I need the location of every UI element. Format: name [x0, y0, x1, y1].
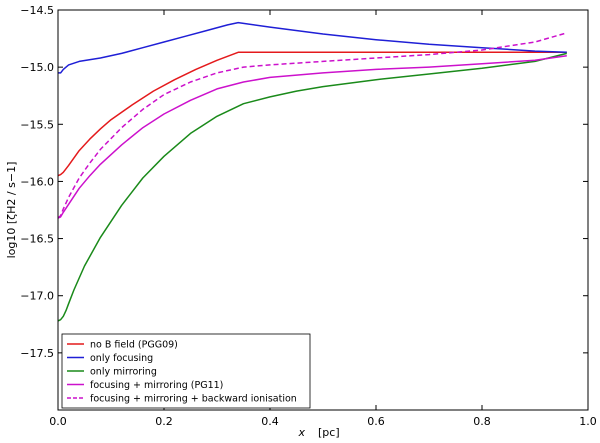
- legend-label: focusing + mirroring (PG11): [90, 380, 223, 391]
- series-line-only-mirroring: [57, 52, 567, 322]
- legend: no B field (PGG09) only focusing only mirr…: [61, 333, 311, 409]
- series-line-no-b-field-pgg09: [57, 51, 567, 177]
- legend-item: only focusing: [67, 353, 153, 364]
- legend-item: focusing + mirroring + backward ionisati…: [67, 394, 297, 405]
- legend-items: no B field (PGG09) only focusing only mirr…: [67, 340, 297, 405]
- y-tick-label: −16.0: [20, 175, 54, 188]
- series-line-focusing-mirroring-pg11: [57, 54, 567, 219]
- x-tick-label: 0.6: [367, 415, 385, 428]
- legend-label: focusing + mirroring + backward ionisati…: [90, 394, 297, 405]
- x-axis-label-variable: x: [297, 426, 305, 439]
- legend-label: no B field (PGG09): [90, 340, 178, 351]
- y-tick-label: −14.5: [20, 4, 54, 17]
- y-tick-label: −17.0: [20, 290, 54, 303]
- x-tick-label: 0.2: [155, 415, 173, 428]
- legend-item: no B field (PGG09): [67, 340, 178, 351]
- y-tick-label: −16.5: [20, 233, 54, 246]
- plot-area: [57, 21, 568, 322]
- series-line-focusing-mirroring-backward-ionisation: [57, 32, 568, 219]
- legend-label: only mirroring: [90, 367, 157, 378]
- x-tick-label: 0.8: [473, 415, 491, 428]
- x-axis-label-unit: [pc]: [318, 426, 340, 439]
- legend-item: only mirroring: [67, 367, 157, 378]
- x-tick-label: 0.0: [49, 415, 67, 428]
- y-tick-label: −17.5: [20, 347, 54, 360]
- y-tick-label: −15.0: [20, 61, 54, 74]
- x-axis-label: x [pc]: [297, 426, 339, 439]
- plot-frame: [57, 9, 589, 411]
- legend-label: only focusing: [90, 353, 153, 364]
- y-axis-label: log10 [ζH2 / s−1]: [5, 162, 18, 259]
- x-tick-label: 1.0: [579, 415, 597, 428]
- legend-item: focusing + mirroring (PG11): [67, 380, 223, 391]
- x-tick-label: 0.4: [261, 415, 279, 428]
- legend-box: [61, 333, 311, 409]
- y-tick-label: −15.5: [20, 118, 54, 131]
- series-line-only-focusing: [58, 21, 567, 74]
